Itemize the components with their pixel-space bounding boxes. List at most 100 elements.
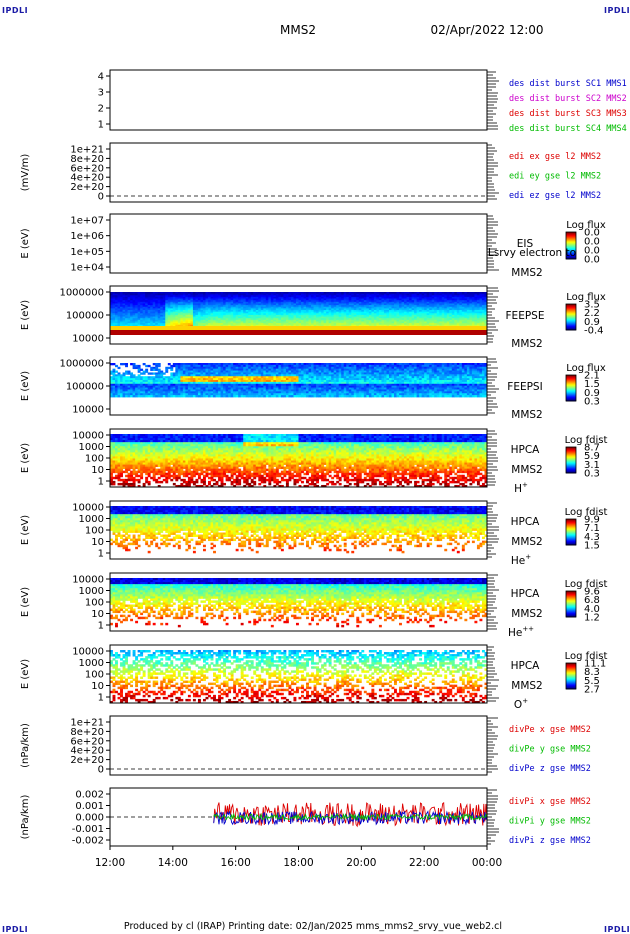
heatmap-cell	[238, 293, 242, 296]
heatmap-cell	[160, 295, 164, 298]
heatmap-cell	[293, 372, 297, 375]
heatmap-cell	[419, 318, 423, 321]
heatmap-cell	[441, 303, 445, 306]
heatmap-cell	[175, 383, 179, 387]
heatmap-cell	[301, 292, 304, 295]
heatmap-cell	[233, 366, 237, 370]
heatmap-cell	[180, 364, 184, 368]
heatmap-cell	[260, 301, 264, 304]
heatmap-cell	[280, 296, 284, 299]
heatmap-cell	[356, 296, 360, 299]
colorbar-swatch	[566, 308, 576, 310]
colorbar-tick-label: -0.4	[584, 326, 604, 337]
heatmap-cell	[122, 316, 126, 319]
heatmap-cell	[381, 305, 385, 308]
heatmap-cell	[308, 323, 312, 326]
heatmap-cell	[210, 300, 214, 303]
heatmap-cell	[263, 316, 267, 319]
heatmap-cell	[308, 378, 312, 381]
heatmap-cell	[215, 393, 219, 396]
heatmap-cell	[361, 305, 365, 308]
heatmap-cell	[250, 313, 254, 316]
heatmap-cell	[172, 372, 176, 375]
heatmap-cell	[117, 323, 121, 326]
heatmap-cell	[145, 385, 149, 388]
heatmap-cell	[145, 391, 149, 394]
heatmap-cell	[142, 295, 146, 298]
heatmap-cell	[356, 311, 360, 314]
heatmap-cell	[180, 385, 184, 388]
heatmap-cell	[268, 378, 272, 381]
heatmap-cell	[348, 321, 352, 324]
heatmap-cell	[190, 372, 194, 375]
heatmap-cell	[278, 296, 282, 299]
heatmap-cell	[481, 319, 485, 322]
heatmap-cell	[476, 324, 480, 327]
heatmap-cell	[182, 303, 186, 306]
heatmap-cell	[436, 319, 440, 322]
heatmap-cell	[152, 293, 156, 296]
heatmap-cell	[255, 316, 259, 319]
heatmap-cell	[165, 366, 169, 370]
heatmap-cell	[391, 305, 395, 308]
heatmap-cell	[140, 300, 144, 303]
heatmap-cell	[394, 301, 397, 304]
heatmap-cell	[185, 292, 189, 295]
heatmap-cell	[479, 316, 483, 319]
y-axis-label: E (eV)	[20, 300, 31, 330]
heatmap-cell	[177, 372, 181, 375]
heatmap-cell	[371, 321, 375, 324]
heatmap-cell	[321, 376, 325, 379]
heatmap-cell	[150, 310, 154, 313]
heatmap-cell	[130, 385, 134, 388]
heatmap-cell	[200, 323, 204, 326]
heatmap-cell	[258, 324, 262, 327]
heatmap-cell	[328, 366, 332, 370]
heatmap-cell	[283, 381, 287, 385]
heatmap-cell	[431, 323, 435, 326]
heatmap-cell	[208, 306, 211, 309]
heatmap-cell	[358, 300, 362, 303]
heatmap-cell	[285, 395, 289, 398]
heatmap-cell	[190, 306, 194, 309]
heatmap-cell	[484, 308, 488, 311]
heatmap-cell	[318, 381, 322, 385]
heatmap-cell	[399, 293, 402, 296]
heatmap-cell	[469, 310, 473, 313]
heatmap-cell	[258, 380, 262, 383]
heatmap-cell	[142, 321, 146, 324]
heatmap-cell	[265, 387, 269, 390]
heatmap-cell	[172, 385, 176, 388]
heatmap-cell	[419, 314, 423, 317]
heatmap-cell	[295, 303, 299, 306]
heatmap-cell	[321, 319, 325, 322]
colorbar-swatch	[566, 234, 576, 236]
heatmap-cell	[197, 387, 201, 390]
heatmap-cell	[446, 300, 450, 303]
heatmap-cell	[240, 385, 244, 388]
heatmap-cell	[253, 381, 257, 385]
heatmap-cell	[225, 314, 229, 317]
heatmap-cell	[338, 391, 342, 394]
heatmap-cell	[275, 319, 279, 322]
heatmap-cell	[273, 318, 277, 321]
heatmap-cell	[323, 298, 327, 301]
heatmap-cell	[233, 381, 237, 385]
heatmap-cell	[132, 301, 136, 304]
heatmap-cell	[112, 368, 116, 371]
heatmap-cell	[348, 298, 352, 301]
heatmap-cell	[130, 308, 134, 311]
heatmap-cell	[215, 389, 219, 392]
heatmap-cell	[280, 298, 284, 301]
heatmap-cell	[285, 321, 289, 324]
heatmap-cell	[388, 303, 392, 306]
heatmap-cell	[218, 376, 221, 379]
heatmap-cell	[263, 372, 267, 375]
heatmap-cell	[376, 316, 380, 319]
heatmap-cell	[228, 298, 232, 301]
heatmap-cell	[260, 380, 264, 383]
heatmap-cell	[127, 385, 131, 388]
heatmap-cell	[240, 393, 244, 396]
heatmap-cell	[381, 319, 385, 322]
heatmap-cell	[132, 319, 136, 322]
